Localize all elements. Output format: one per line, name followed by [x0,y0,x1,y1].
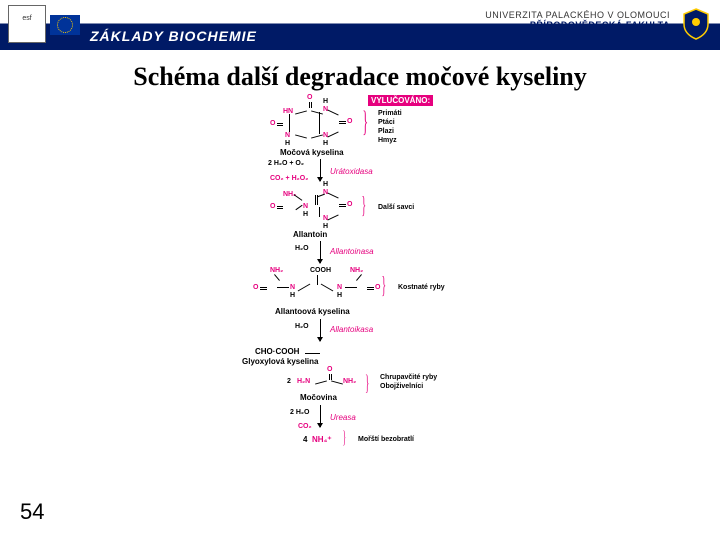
reaction-3: H₂O [295,323,309,330]
slide-header: esf ZÁKLADY BIOCHEMIE UNIVERZITA PALACKÉ… [0,0,720,50]
enzyme-urease: Ureasa [330,413,356,422]
brace-icon: } [361,193,366,220]
page-number: 54 [20,499,44,525]
degradation-pathway-diagram: VYLUČOVÁNO: O HN N H O N H N H O Močová … [200,95,560,535]
allantoin-label: Allantoin [293,230,327,239]
excreted-label: VYLUČOVÁNO: [368,95,433,106]
university-shield-icon [678,6,714,42]
glyoxylic-label: Glyoxylová kyselina [242,357,319,366]
enzyme-urate-oxidase: Urátoxidasa [330,167,373,176]
page-title: Schéma další degradace močové kyseliny [0,62,720,92]
esf-logo: esf [8,5,46,43]
uric-acid-label: Močová kyselina [280,148,344,157]
university-line2: PŘÍRODOVĚDECKÁ FAKULTA [485,20,670,30]
arrow-icon [320,405,321,427]
reaction-2: H₂O [295,245,309,252]
arrow-icon [320,241,321,263]
enzyme-allantoicase: Allantoikasa [330,325,373,334]
brace-icon: } [365,370,369,396]
allantoin-excreters: Další savci [378,203,414,212]
allantoic-acid-label: Allantoová kyselina [275,307,350,316]
urea-label: Močovina [300,393,337,402]
urea-structure: 2 H₂N O NH₂ [295,370,365,395]
arrow-icon [320,319,321,341]
arrow-icon [320,159,321,181]
reaction-1-out: CO₂ + H₂O₂ [270,175,308,182]
uric-acid-structure: O HN N H O N H N H O [275,100,355,145]
brace-icon: } [381,273,386,300]
uric-acid-excreters: Primáti Ptáci Plazi Hmyz [378,109,402,145]
brace-icon: } [362,105,368,139]
allantoin-structure: H NH₂ N O N H N H O [275,185,355,227]
nh4-label: NH₄⁺ [312,435,332,444]
university-name: UNIVERZITA PALACKÉHO V OLOMOUCI PŘÍRODOV… [485,10,670,30]
course-title: ZÁKLADY BIOCHEMIE [90,28,257,44]
eu-flag-icon [50,15,80,35]
brace-icon: } [343,427,346,448]
allantoic-acid-structure: NH₂ COOH NH₂ O N H N H O [255,267,385,309]
reaction-1-in: 2 H₂O + O₂ [268,160,304,167]
urea-excreters: Chrupavčité ryby Obojživelníci [380,373,437,391]
reaction-4-out: CO₂ [298,423,312,430]
nh4-excreters: Mořští bezobratlí [358,435,414,444]
cho-cooh: CHO·COOH [255,347,299,356]
reaction-4-in: 2 H₂O [290,409,309,416]
enzyme-allantoinase: Allantoinasa [330,247,374,256]
allantoic-excreters: Kostnaté ryby [398,283,445,292]
nh4-mult: 4 [303,435,307,444]
university-line1: UNIVERZITA PALACKÉHO V OLOMOUCI [485,10,670,20]
